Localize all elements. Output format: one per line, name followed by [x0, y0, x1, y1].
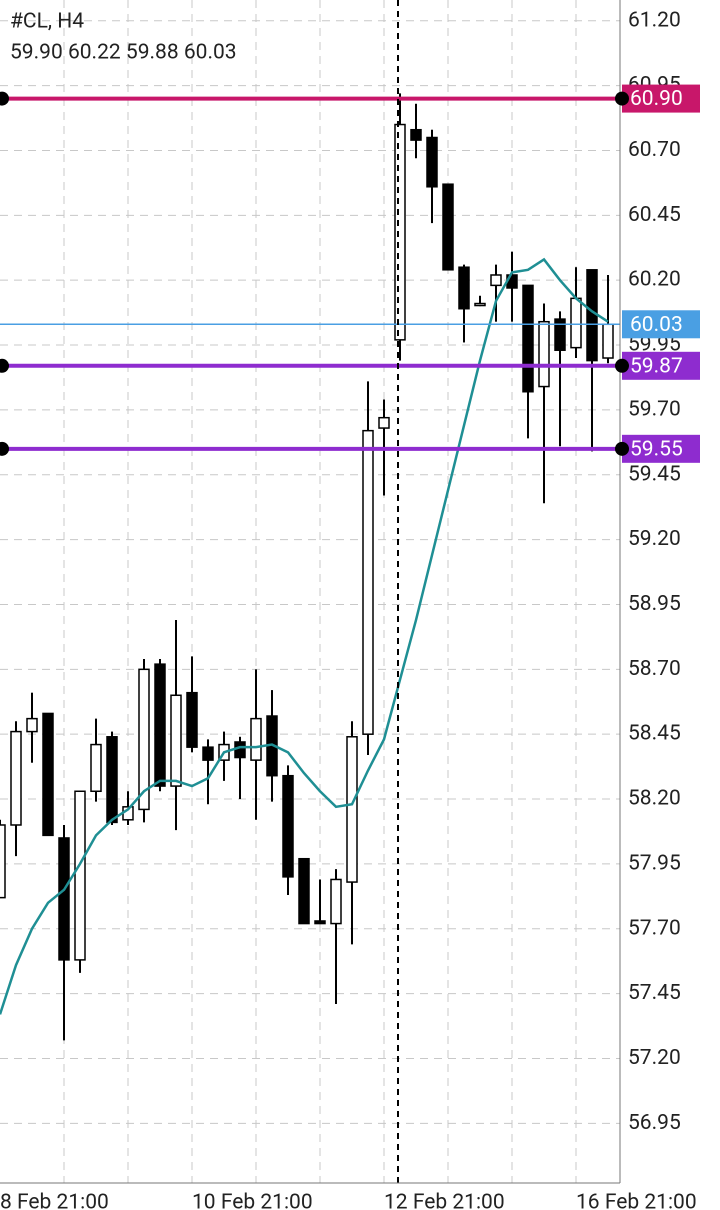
- y-tick-label: 58.95: [628, 592, 681, 616]
- y-tick-label: 58.45: [628, 722, 681, 746]
- level-handle: [615, 441, 629, 456]
- candle-body: [490, 274, 502, 287]
- price-label: 59.55: [630, 437, 683, 461]
- candle-body: [90, 743, 102, 793]
- y-tick-label: 59.20: [628, 527, 681, 551]
- ohlc: 59.90 60.22 59.88 60.03: [10, 41, 237, 65]
- candle-body: [394, 123, 406, 341]
- x-tick-label: 12 Feb 21:00: [384, 1191, 505, 1210]
- candle-body: [202, 746, 214, 761]
- y-tick-label: 61.20: [628, 8, 681, 32]
- candle-body: [378, 416, 390, 429]
- x-tick-label: 10 Feb 21:00: [192, 1191, 313, 1210]
- candle-body: [186, 691, 198, 748]
- price-label-box: [622, 310, 700, 339]
- y-tick-label: 57.70: [628, 916, 681, 940]
- candle-body: [250, 717, 262, 761]
- plot: [0, 93, 620, 1041]
- level-handle: [615, 358, 629, 373]
- candle-body: [282, 774, 294, 878]
- y-tick-label: 59.70: [628, 397, 681, 421]
- y-tick-label: 57.20: [628, 1046, 681, 1070]
- level-handle: [0, 441, 9, 456]
- candle-body: [74, 790, 86, 961]
- candle-body: [42, 712, 54, 837]
- candle-body: [10, 730, 22, 826]
- y-tick-label: 60.20: [628, 268, 681, 292]
- symbol: #CL, H4: [10, 10, 84, 34]
- candle-body: [170, 694, 182, 787]
- candle-body: [314, 920, 326, 925]
- price-label: 60.90: [630, 87, 683, 111]
- x-tick-label: 8 Feb 21:00: [0, 1191, 109, 1210]
- candle-body: [410, 128, 422, 141]
- candle-body: [138, 668, 150, 811]
- price-label-box: [622, 351, 700, 380]
- candle-body: [106, 736, 118, 824]
- y-tick-label: 60.45: [628, 203, 681, 227]
- candle-body: [426, 136, 438, 188]
- level-handle: [0, 91, 9, 106]
- y-tick-label: 57.45: [628, 981, 681, 1005]
- y-tick-label: 58.20: [628, 787, 681, 811]
- candle-body: [602, 323, 614, 359]
- candle-body: [554, 318, 566, 351]
- candle-body: [522, 284, 534, 393]
- price-label: 59.87: [630, 354, 683, 378]
- price-label-box: [622, 84, 700, 113]
- y-tick-label: 57.95: [628, 851, 681, 875]
- candle-body: [58, 837, 70, 961]
- candle-body: [346, 736, 358, 883]
- candle-body: [234, 741, 246, 759]
- candle-body: [458, 266, 470, 310]
- y-tick-label: 56.95: [628, 1111, 681, 1135]
- moving-average: [0, 257, 609, 1015]
- candle-body: [330, 878, 342, 925]
- candle-body: [586, 269, 598, 362]
- x-tick-label: 16 Feb 21:00: [576, 1191, 697, 1210]
- price-label: 60.03: [630, 313, 683, 337]
- level-handle: [615, 91, 629, 106]
- level-handle: [0, 358, 9, 373]
- y-tick-label: 59.45: [628, 462, 681, 486]
- candle-body: [442, 183, 454, 271]
- candle-body: [362, 429, 374, 735]
- candle-body: [538, 320, 550, 388]
- y-tick-label: 60.70: [628, 138, 681, 162]
- candle-body: [298, 857, 310, 925]
- candle-body: [474, 302, 486, 307]
- price-label-box: [622, 434, 700, 463]
- y-tick-label: 58.70: [628, 657, 681, 681]
- candle-body: [154, 663, 166, 787]
- candle-body: [0, 824, 6, 899]
- labels: 61.2060.9560.7060.4560.2059.9559.7059.45…: [0, 8, 700, 1210]
- candle-body: [570, 297, 582, 349]
- candle-body: [26, 717, 38, 733]
